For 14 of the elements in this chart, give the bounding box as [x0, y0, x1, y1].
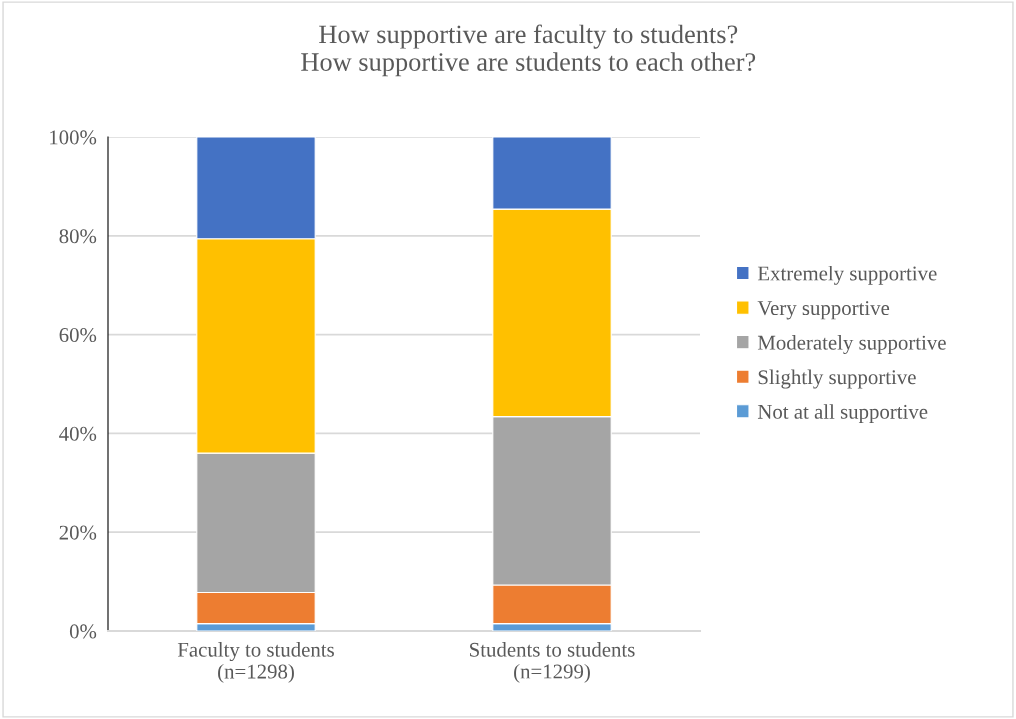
y-tick-label: 0%: [69, 624, 97, 639]
x-tick-label: Students to students (n=1299): [470, 642, 635, 683]
legend-label: Slightly supportive: [758, 369, 916, 389]
y-tick-label: 80%: [59, 229, 97, 244]
legend-label: Very supportive: [757, 301, 890, 320]
y-tick-label: 60%: [59, 327, 97, 343]
y-tick-label: 20%: [59, 525, 97, 540]
legend-label: Moderately supportive: [757, 335, 946, 354]
chart-title: How supportive are faculty to students? How supportive are students to each other?: [301, 24, 756, 77]
y-tick-label: 40%: [59, 426, 97, 441]
y-tick-label: 100%: [50, 130, 97, 145]
legend-label: Not at all supportive: [757, 404, 928, 424]
legend-label: Extremely supportive: [757, 265, 937, 285]
x-tick-label: Faculty to students (n=1298): [177, 642, 334, 683]
